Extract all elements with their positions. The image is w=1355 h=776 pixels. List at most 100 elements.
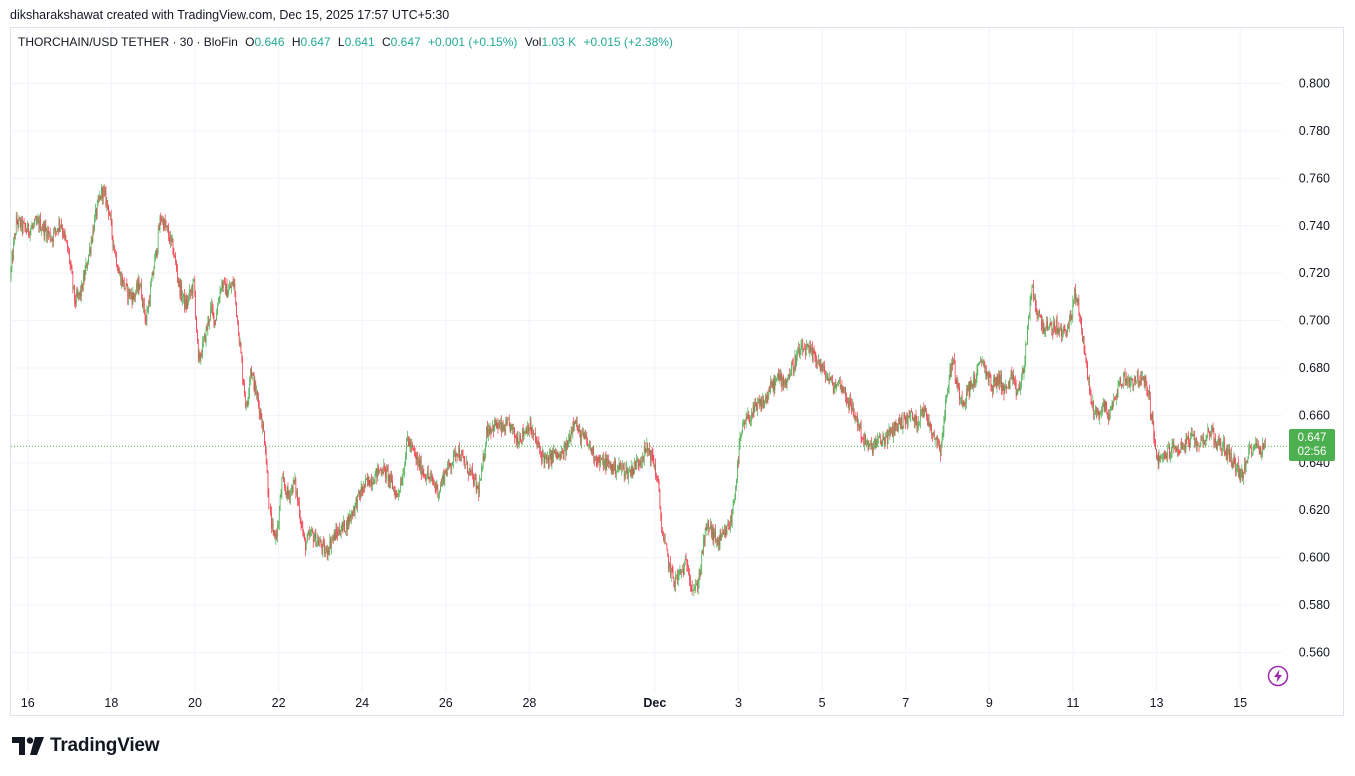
candle-body [409,442,411,447]
candle-body [1150,394,1151,415]
candle-body [507,420,508,425]
candle-body [1181,443,1182,444]
candle-body [512,424,514,430]
candle-body [257,391,258,398]
candle-body [127,285,129,299]
candle-body [482,456,484,467]
lightning-icon[interactable] [1267,665,1289,692]
candle-body [139,286,141,290]
candle-body [432,476,433,482]
candle-body [920,410,921,423]
candle-body [1022,369,1024,374]
tradingview-logo[interactable]: TradingView [12,735,160,757]
candle-body [628,471,629,478]
candle-body [830,376,831,381]
candle-body [1052,330,1054,334]
candle-body [179,280,181,296]
candle-body [1062,329,1064,333]
candle-body [170,235,172,241]
candle-body [476,485,478,489]
candle-body [85,263,87,270]
candle-body [130,292,131,297]
candle-body [333,532,335,538]
candle-body [587,441,588,446]
candle-body [565,443,567,454]
candle-body [754,403,756,413]
candle-body [1169,447,1170,458]
candle-body [89,248,90,255]
candle-body [225,284,227,295]
candle-body [657,477,659,482]
candle-body [95,208,96,217]
candle-body [575,420,577,425]
candle-body [1050,323,1052,325]
candle-body [837,382,838,386]
candle-body [909,416,911,417]
candle-body [1244,463,1245,472]
candle-body [125,283,127,289]
y-tick-label: 0.800 [1299,77,1330,91]
time-axis[interactable]: 16 18 20 22 24 26 28 Dec 3 5 7 9 11 13 15 [21,696,1247,710]
high-value: 0.647 [300,35,331,49]
candle-body [43,223,45,236]
candle-body [530,422,532,434]
candle-body [322,542,324,552]
candle-body [888,428,890,432]
candle-body [267,471,269,495]
candle-body [889,428,891,435]
candle-body [1072,301,1074,317]
candle-body [277,526,278,537]
candle-body [285,487,286,492]
candle-body [509,422,511,431]
candle-body [36,220,38,224]
candle-body [304,533,305,540]
candle-body [458,447,460,456]
candle-body [96,208,97,216]
change-value: +0.001 (+0.15%) [428,35,518,49]
candle-body [664,538,666,543]
candle-body [165,225,167,227]
candle-body [361,487,363,492]
candle-body [557,453,559,458]
candle-body [536,442,538,444]
candle-body [1185,437,1187,449]
candle-body [1206,436,1208,439]
candle-body [1004,386,1006,394]
candle-body [987,371,989,383]
candle-body [844,387,845,391]
candle-body [542,450,544,456]
candle-body [283,477,284,482]
candle-body [792,363,794,371]
candle-body [953,359,954,365]
candle-body [138,280,140,290]
candle-body [170,235,171,243]
candle-body [103,189,104,199]
price-axis[interactable]: 0.800 0.780 0.760 0.740 0.720 0.700 0.680 0.660… [1299,77,1330,660]
candle-body [216,314,217,321]
candle-body [1027,325,1028,345]
candle-body [541,452,542,461]
candle-body [880,441,882,445]
candle-body [1205,438,1207,442]
candle-body [1245,462,1247,471]
candle-body [1109,410,1111,414]
candle-body [719,535,721,546]
candle-body [215,320,216,322]
candle-body [982,360,984,362]
candle-body [354,503,356,513]
candle-body [467,461,468,474]
candle-body [389,475,391,482]
candle-body [1032,286,1034,287]
candle-body [169,236,170,243]
candle-body [692,590,694,591]
candle-body [611,464,613,472]
candle-body [657,477,658,479]
candle-body [342,523,344,528]
symbol-title[interactable]: THORCHAIN/USD TETHER · 30 · BloFin [18,35,238,49]
candle-body [245,393,246,405]
candle-body [706,526,708,531]
candle-body [811,347,812,352]
candle-body [543,455,545,463]
candle-body [281,478,283,494]
